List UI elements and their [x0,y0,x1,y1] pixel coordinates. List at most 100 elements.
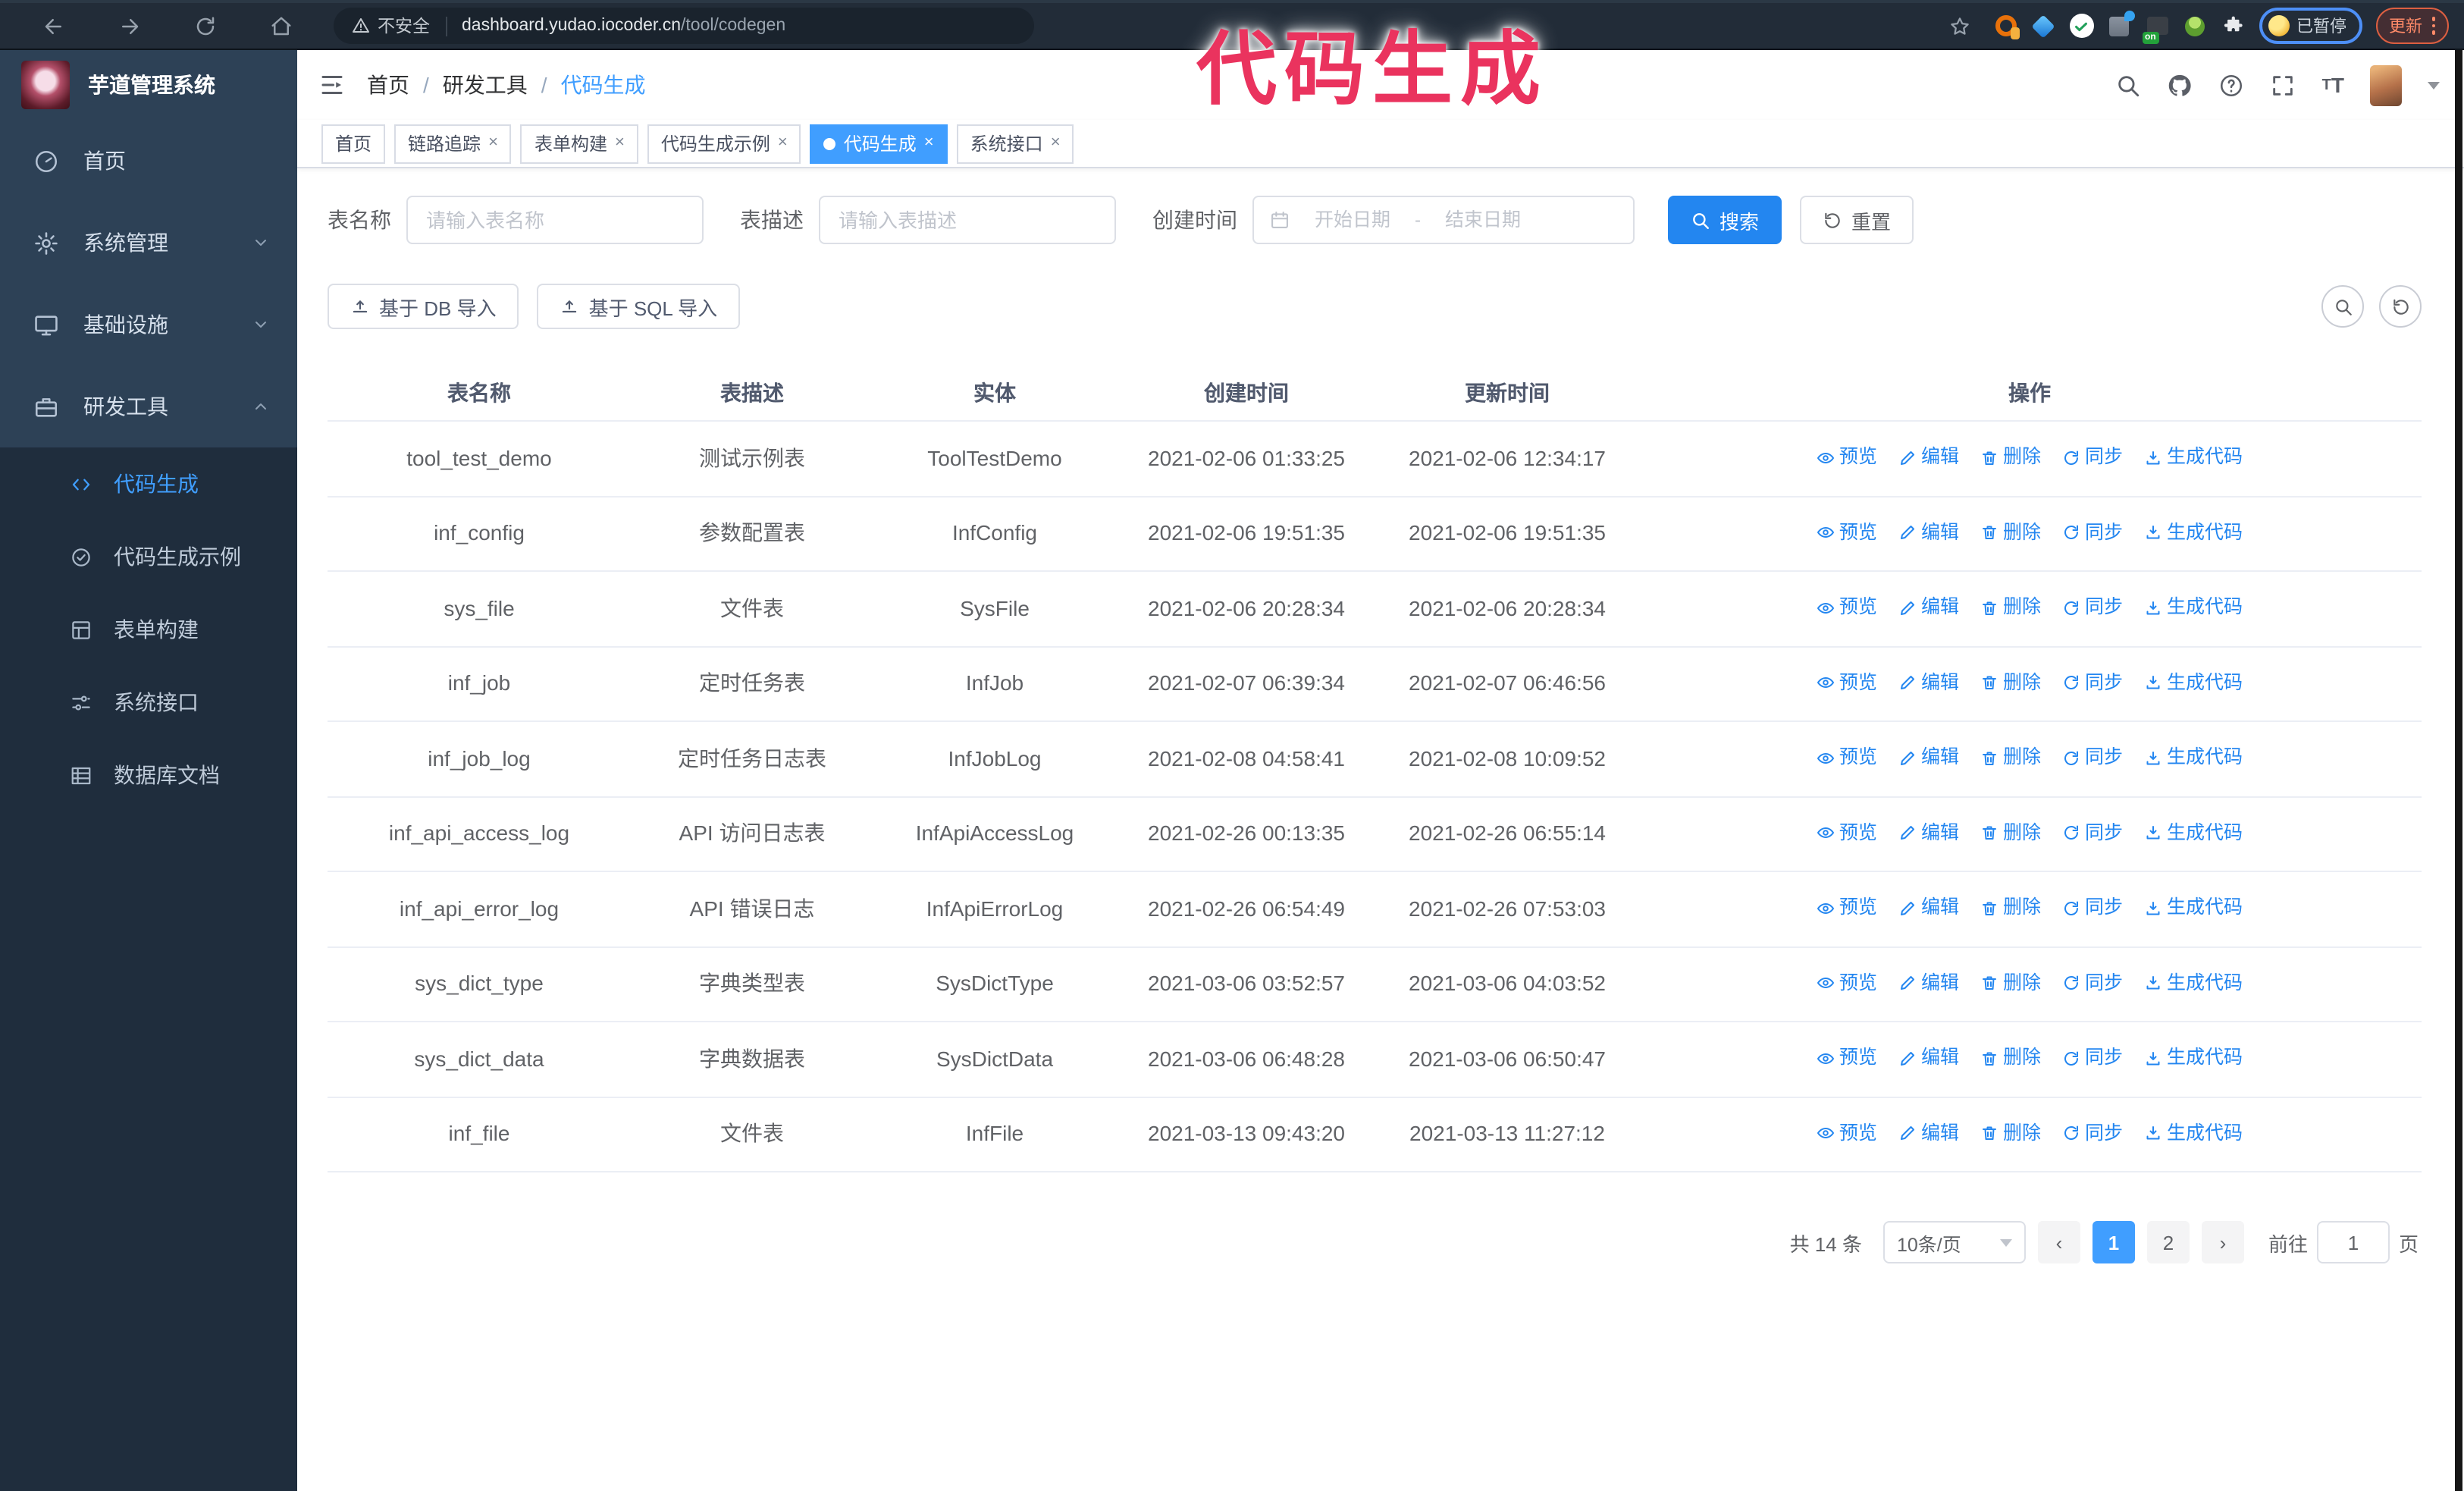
action-edit-link[interactable]: 编辑 [1898,1042,1959,1074]
breadcrumb-item[interactable]: 研发工具 [442,73,528,97]
close-icon[interactable]: × [488,133,498,152]
action-preview-link[interactable]: 预览 [1817,1042,1877,1074]
import-db-button[interactable]: 基于 DB 导入 [328,284,519,329]
action-generate-code-link[interactable]: 生成代码 [2144,1117,2243,1149]
page-button[interactable]: 2 [2146,1221,2190,1263]
page-size-select[interactable]: 10条/页 [1882,1221,2026,1263]
fullscreen-icon[interactable] [2271,72,2296,98]
action-edit-link[interactable]: 编辑 [1898,516,1959,548]
forward-icon[interactable] [109,6,149,46]
action-sync-link[interactable]: 同步 [2062,516,2123,548]
close-icon[interactable]: × [777,133,788,152]
action-sync-link[interactable]: 同步 [2062,817,2123,849]
home-icon[interactable] [261,6,300,46]
action-sync-link[interactable]: 同步 [2062,742,2123,774]
action-sync-link[interactable]: 同步 [2062,1042,2123,1074]
action-edit-link[interactable]: 编辑 [1898,1117,1959,1149]
action-sync-link[interactable]: 同步 [2062,667,2123,698]
end-date-input[interactable] [1427,208,1539,232]
action-sync-link[interactable]: 同步 [2062,441,2123,473]
action-preview-link[interactable]: 预览 [1817,592,1877,623]
action-delete-link[interactable]: 删除 [1980,592,2041,623]
bookmark-star-icon[interactable] [1940,6,1980,46]
profile-badge[interactable]: 已暂停 [2259,8,2362,44]
action-generate-code-link[interactable]: 生成代码 [2144,967,2243,999]
tab-5[interactable]: 系统接口 × [956,124,1074,163]
action-sync-link[interactable]: 同步 [2062,1117,2123,1149]
action-edit-link[interactable]: 编辑 [1898,892,1959,924]
table-name-input[interactable] [406,196,704,244]
page-button[interactable]: 1 [2092,1221,2135,1263]
extension-icon[interactable] [1993,14,2019,39]
scrollbar[interactable] [2455,50,2462,1491]
extension-icon[interactable]: on [2142,14,2169,44]
action-delete-link[interactable]: 删除 [1980,742,2041,774]
github-icon[interactable] [2168,72,2193,98]
search-button[interactable]: 搜索 [1668,196,1782,244]
action-delete-link[interactable]: 删除 [1980,817,2041,849]
action-generate-code-link[interactable]: 生成代码 [2144,817,2243,849]
sidebar-item-codegen-example[interactable]: 代码生成示例 [0,520,297,593]
next-page-button[interactable]: › [2201,1221,2244,1263]
start-date-input[interactable] [1296,208,1409,232]
hamburger-icon[interactable] [297,71,367,99]
sidebar-item-system-management[interactable]: 系统管理 [0,202,297,284]
action-preview-link[interactable]: 预览 [1817,441,1877,473]
action-edit-link[interactable]: 编辑 [1898,967,1959,999]
close-icon[interactable]: × [923,133,934,152]
action-delete-link[interactable]: 删除 [1980,892,2041,924]
action-generate-code-link[interactable]: 生成代码 [2144,742,2243,774]
sidebar-item-home[interactable]: 首页 [0,120,297,202]
close-icon[interactable]: × [1050,133,1061,152]
action-generate-code-link[interactable]: 生成代码 [2144,1042,2243,1074]
sidebar-item-database-doc[interactable]: 数据库文档 [0,739,297,811]
extension-icon[interactable] [2069,14,2093,38]
action-preview-link[interactable]: 预览 [1817,892,1877,924]
extension-icon[interactable] [2031,14,2055,38]
sidebar-item-system-api[interactable]: 系统接口 [0,666,297,739]
search-icon[interactable] [2116,72,2142,98]
tab-0[interactable]: 首页 [321,124,386,163]
sidebar-item-codegen[interactable]: 代码生成 [0,447,297,520]
tab-3[interactable]: 代码生成示例 × [647,124,801,163]
app-logo[interactable]: 芋道管理系统 [0,50,297,120]
address-bar[interactable]: 不安全 dashboard.yudao.iocoder.cn/tool/code… [334,8,1034,44]
action-delete-link[interactable]: 删除 [1980,967,2041,999]
action-delete-link[interactable]: 删除 [1980,441,2041,473]
sidebar-item-form-builder[interactable]: 表单构建 [0,593,297,666]
date-range-picker[interactable]: - [1252,196,1635,244]
sidebar-item-dev-tools[interactable]: 研发工具 [0,366,297,447]
action-edit-link[interactable]: 编辑 [1898,667,1959,698]
back-icon[interactable] [33,6,73,46]
tab-2[interactable]: 表单构建 × [520,124,638,163]
action-preview-link[interactable]: 预览 [1817,742,1877,774]
browser-menu-icon[interactable] [2431,17,2435,35]
prev-page-button[interactable]: ‹ [2037,1221,2080,1263]
action-sync-link[interactable]: 同步 [2062,892,2123,924]
extensions-puzzle-icon[interactable] [2221,14,2245,38]
refresh-table-button[interactable] [2379,285,2422,328]
action-preview-link[interactable]: 预览 [1817,817,1877,849]
reset-button[interactable]: 重置 [1800,196,1914,244]
toggle-search-button[interactable] [2321,285,2364,328]
action-delete-link[interactable]: 删除 [1980,516,2041,548]
action-delete-link[interactable]: 删除 [1980,667,2041,698]
import-sql-button[interactable]: 基于 SQL 导入 [537,284,741,329]
action-delete-link[interactable]: 删除 [1980,1042,2041,1074]
action-generate-code-link[interactable]: 生成代码 [2144,667,2243,698]
breadcrumb-item[interactable]: 首页 [367,73,409,97]
action-sync-link[interactable]: 同步 [2062,592,2123,623]
caret-down-icon[interactable] [2428,81,2440,95]
user-avatar[interactable] [2370,64,2402,105]
action-edit-link[interactable]: 编辑 [1898,742,1959,774]
reload-icon[interactable] [185,6,224,46]
action-preview-link[interactable]: 预览 [1817,967,1877,999]
action-preview-link[interactable]: 预览 [1817,516,1877,548]
goto-page-input[interactable] [2316,1221,2390,1263]
action-delete-link[interactable]: 删除 [1980,1117,2041,1149]
action-edit-link[interactable]: 编辑 [1898,817,1959,849]
close-icon[interactable]: × [614,133,625,152]
browser-update-button[interactable]: 更新 [2375,8,2449,44]
extension-icon[interactable] [2107,11,2134,38]
